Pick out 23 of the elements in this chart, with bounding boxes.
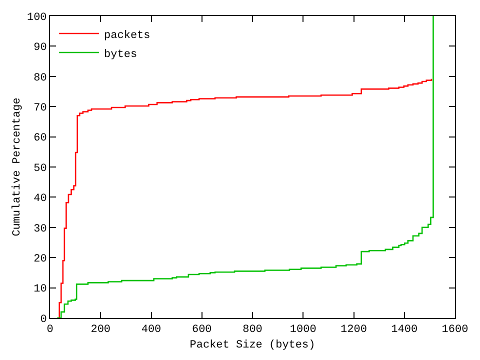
y-tick-label: 80 xyxy=(34,72,47,84)
x-tick-label: 1200 xyxy=(340,324,367,336)
legend-label: bytes xyxy=(104,48,138,61)
y-tick-label: 40 xyxy=(34,193,47,206)
x-tick-label: 200 xyxy=(90,324,111,336)
x-tick-label: 1000 xyxy=(290,324,316,336)
y-tick-label: 20 xyxy=(34,253,47,266)
y-tick-label: 10 xyxy=(34,284,47,296)
legend-label: packets xyxy=(104,30,150,42)
y-tick-label: 30 xyxy=(34,223,47,236)
y-tick-label: 0 xyxy=(40,314,47,326)
x-axis-title: Packet Size (bytes) xyxy=(190,339,316,352)
x-tick-label: 1600 xyxy=(442,324,468,336)
x-tick-label: 400 xyxy=(141,324,162,336)
y-tick-label: 50 xyxy=(34,162,47,175)
y-tick-label: 70 xyxy=(34,102,47,114)
y-axis-title: Cumulative Percentage xyxy=(12,98,24,236)
y-tick-label: 100 xyxy=(26,12,47,24)
x-tick-label: 1400 xyxy=(391,324,418,336)
x-tick-label: 600 xyxy=(192,324,212,336)
y-tick-label: 90 xyxy=(34,42,47,54)
y-tick-label: 60 xyxy=(34,132,47,145)
x-tick-label: 800 xyxy=(242,324,262,336)
